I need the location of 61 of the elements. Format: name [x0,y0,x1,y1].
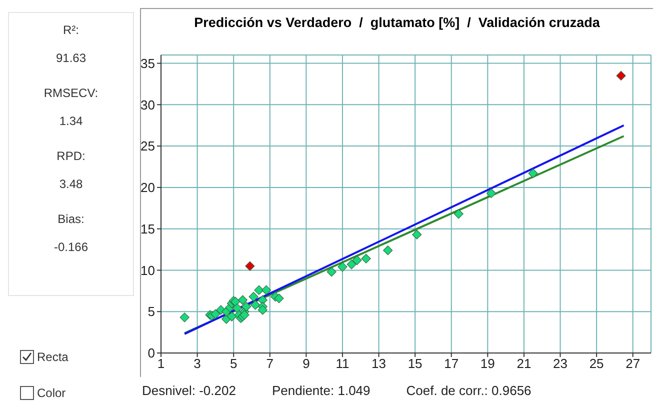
point [258,295,268,305]
x-tick-label: 1 [157,356,165,372]
y-tick-label: 25 [140,138,155,154]
chart-title: Predicción vs Verdadero / glutamato [%] / Validación cruzada [193,15,601,30]
x-tick-label: 19 [480,356,495,372]
point [326,267,336,277]
point [238,295,248,305]
text: 91.63 [54,50,88,64]
x-tick-label: 13 [372,356,386,372]
point [254,285,264,295]
point [261,285,272,295]
point [486,188,496,198]
x-tick-label: 11 [336,356,350,372]
y-tick-label: 15 [140,221,155,236]
point [180,312,190,322]
point [616,70,626,80]
text: Pendiente: 1.049 [272,383,370,398]
point [274,294,284,304]
point [361,254,371,264]
y-tick-label: 30 [140,97,155,112]
text: RPD: [56,149,86,163]
y-tick-label: 10 [140,262,155,278]
y-tick-label: 0 [148,346,155,361]
point [346,260,356,270]
point [383,246,393,256]
point [528,168,538,178]
text: Bias: [56,212,86,226]
y-tick-label: 35 [140,56,155,71]
x-tick-label: 7 [266,356,274,372]
x-tick-label: 15 [408,356,422,372]
y-tick-label: 5 [148,304,155,320]
point [352,255,362,266]
text: 1.34 [58,114,84,128]
y-tick-label: 20 [140,180,155,196]
x-tick-label: 5 [230,356,238,372]
point [232,304,242,314]
text: Desnivel: -0.202 [142,383,236,398]
point [248,292,258,302]
x-tick-label: 25 [589,356,604,372]
point [226,312,237,322]
point [245,261,255,271]
x-tick-label: 3 [194,356,201,372]
point [338,262,348,272]
text: -0.166 [52,240,90,254]
point [241,302,252,312]
point [412,230,422,240]
point [250,300,260,310]
point [454,209,464,219]
text: R²: [62,23,80,37]
x-tick-label: 17 [444,356,459,372]
text: RMSECV: [42,86,100,100]
text: Recta [37,350,68,364]
x-tick-label: 9 [302,356,310,372]
x-tick-label: 23 [553,356,568,372]
x-tick-label: 21 [516,356,532,372]
point [210,309,220,319]
text: 3.48 [58,176,84,190]
x-tick-label: 27 [626,356,640,372]
text: Coef. de corr.: 0.9656 [406,383,532,398]
point [258,305,268,315]
text: Color [37,386,66,400]
